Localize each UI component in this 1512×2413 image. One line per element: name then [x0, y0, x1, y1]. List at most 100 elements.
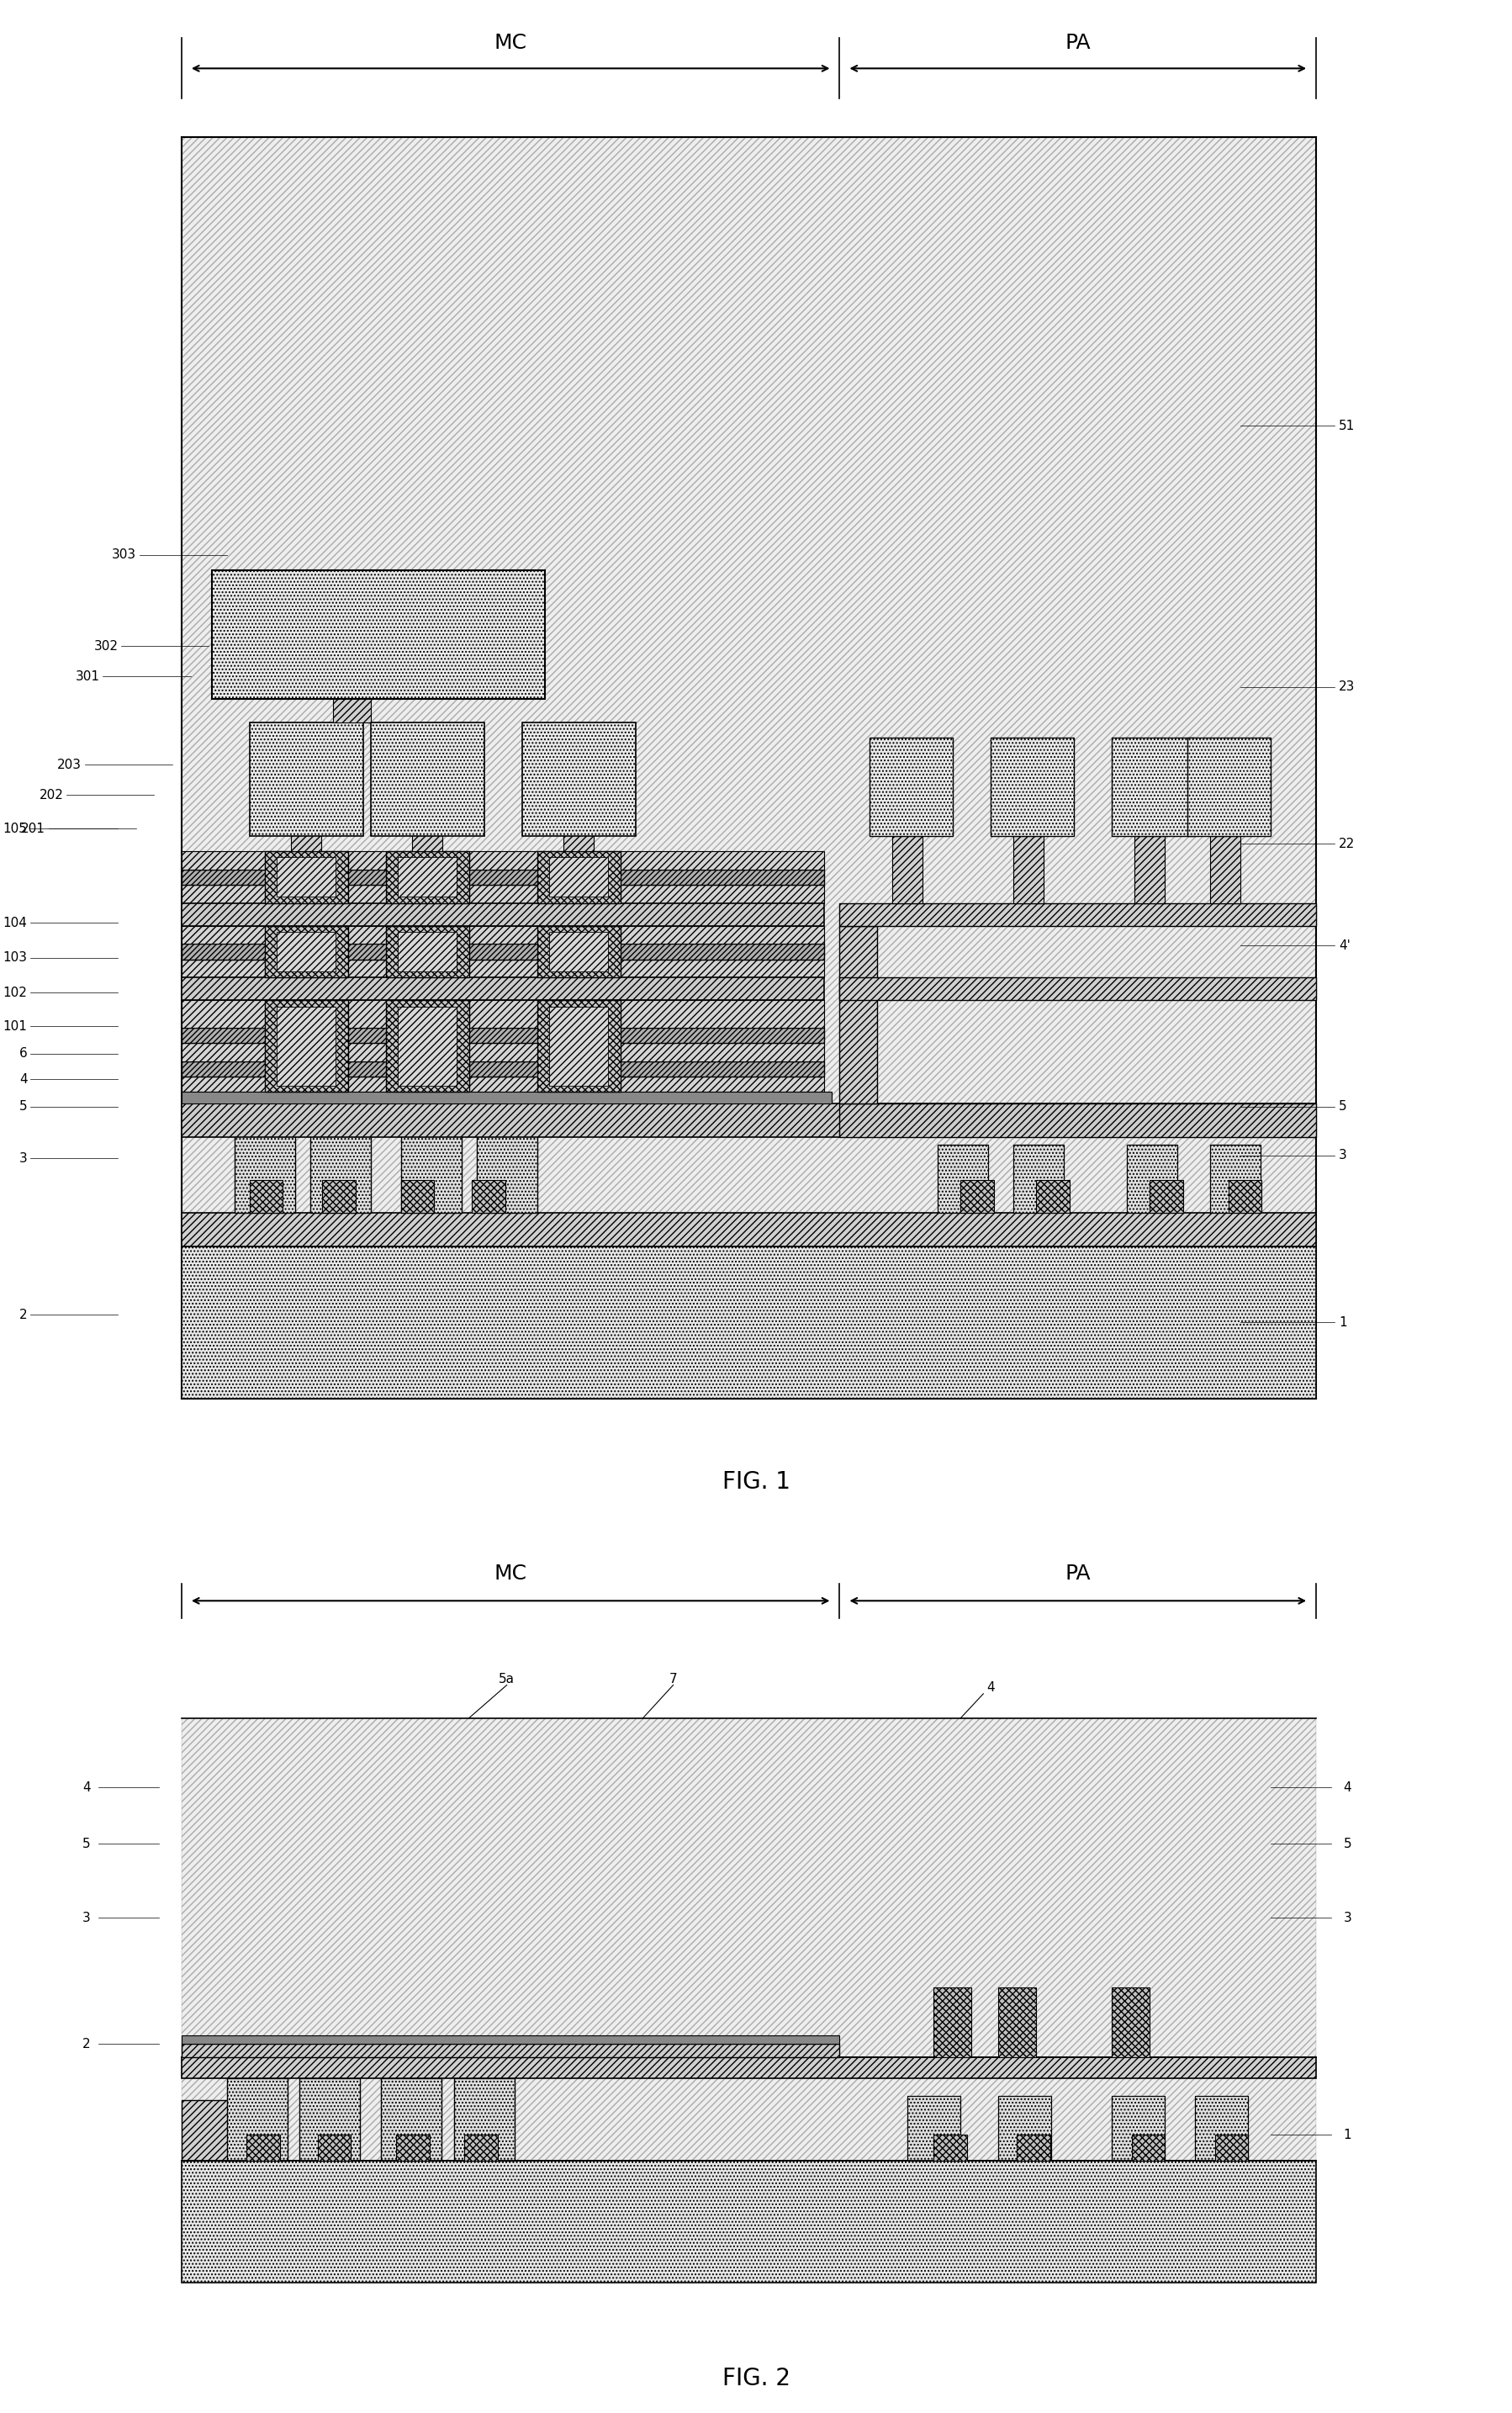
Bar — [839, 1103, 1315, 1137]
Bar — [476, 1129, 537, 1214]
Bar — [181, 960, 824, 977]
Text: 103: 103 — [3, 951, 27, 965]
Text: FIG. 1: FIG. 1 — [721, 1470, 791, 1494]
Bar — [333, 700, 370, 721]
Text: 203: 203 — [57, 758, 82, 772]
Text: 6: 6 — [20, 1047, 27, 1059]
Bar — [839, 902, 1315, 927]
Bar — [1187, 738, 1270, 835]
Bar — [246, 2136, 280, 2162]
Text: 4: 4 — [1343, 1781, 1350, 1793]
Text: FIG. 2: FIG. 2 — [721, 2367, 791, 2389]
Bar — [181, 943, 824, 960]
Bar — [277, 857, 336, 898]
Bar — [398, 931, 457, 972]
Text: 301: 301 — [76, 671, 100, 683]
Bar — [386, 927, 469, 977]
Text: 201: 201 — [21, 823, 45, 835]
Bar — [181, 902, 824, 927]
Bar — [537, 1001, 620, 1091]
Bar — [265, 927, 348, 977]
Bar — [181, 1103, 1315, 1137]
Bar — [562, 832, 593, 852]
Bar — [990, 738, 1074, 835]
Bar — [181, 886, 824, 902]
Text: 102: 102 — [3, 987, 27, 999]
Text: 3: 3 — [20, 1151, 27, 1165]
Bar — [181, 2099, 242, 2162]
Bar — [401, 1129, 461, 1214]
Bar — [227, 2078, 287, 2162]
Bar — [1016, 2136, 1049, 2162]
Text: 1: 1 — [1338, 1315, 1346, 1330]
Text: 5: 5 — [1338, 1100, 1346, 1112]
Bar — [181, 1042, 824, 1062]
Text: 101: 101 — [3, 1021, 27, 1033]
Bar — [181, 1718, 1315, 2162]
Bar — [370, 721, 484, 835]
Text: 4': 4' — [1338, 939, 1350, 951]
Bar — [181, 1028, 824, 1042]
Bar — [181, 1062, 824, 1076]
Text: 22: 22 — [1338, 837, 1355, 849]
Bar — [1134, 835, 1164, 902]
Text: 3: 3 — [1343, 1911, 1350, 1923]
Bar — [1126, 1144, 1176, 1214]
Text: 302: 302 — [94, 639, 118, 652]
Bar — [181, 977, 824, 1001]
Bar — [396, 2136, 429, 2162]
Bar — [386, 852, 469, 902]
Bar — [1111, 738, 1194, 835]
Text: 104: 104 — [3, 917, 27, 929]
Bar — [398, 857, 457, 898]
Bar — [277, 931, 336, 972]
Text: 1: 1 — [1343, 2128, 1350, 2140]
Text: 5: 5 — [20, 1100, 27, 1112]
Text: 4: 4 — [986, 1682, 995, 1694]
Bar — [290, 832, 321, 852]
Text: 7: 7 — [668, 1672, 677, 1684]
Text: PA: PA — [1064, 1564, 1090, 1583]
Bar — [181, 1091, 832, 1103]
Bar — [181, 927, 824, 943]
Bar — [181, 1214, 1315, 1248]
Text: MC: MC — [494, 1564, 526, 1583]
Bar — [537, 927, 620, 977]
Bar — [1210, 835, 1240, 902]
Bar — [937, 1144, 987, 1214]
Text: 303: 303 — [112, 548, 136, 562]
Bar — [1210, 1144, 1259, 1214]
Text: 23: 23 — [1338, 680, 1355, 693]
Bar — [1111, 1988, 1149, 2056]
Bar — [1013, 835, 1043, 902]
Bar — [322, 1180, 355, 1214]
Bar — [181, 1248, 1315, 1400]
Bar — [265, 1001, 348, 1091]
Bar — [998, 1988, 1036, 2056]
Bar — [960, 1180, 993, 1214]
Bar — [381, 2078, 442, 2162]
Bar — [933, 2136, 966, 2162]
Bar — [401, 1180, 434, 1214]
Bar — [299, 2078, 360, 2162]
Text: 3: 3 — [1338, 1149, 1346, 1161]
Bar — [522, 721, 635, 835]
Bar — [181, 2034, 839, 2044]
Text: 3: 3 — [83, 1911, 91, 1923]
Bar — [1214, 2136, 1247, 2162]
Text: 4: 4 — [83, 1781, 91, 1793]
Text: 105: 105 — [3, 823, 27, 835]
Bar — [398, 1006, 457, 1086]
Text: 2: 2 — [83, 2037, 91, 2051]
Text: 2: 2 — [20, 1308, 27, 1322]
Bar — [907, 2097, 960, 2162]
Bar — [411, 832, 443, 852]
Bar — [998, 2097, 1051, 2162]
Bar — [839, 977, 1315, 1001]
Bar — [549, 931, 608, 972]
Bar — [181, 2044, 839, 2056]
Bar — [1194, 2097, 1247, 2162]
Text: MC: MC — [494, 31, 526, 53]
Bar — [1149, 1180, 1182, 1214]
Bar — [277, 1006, 336, 1086]
